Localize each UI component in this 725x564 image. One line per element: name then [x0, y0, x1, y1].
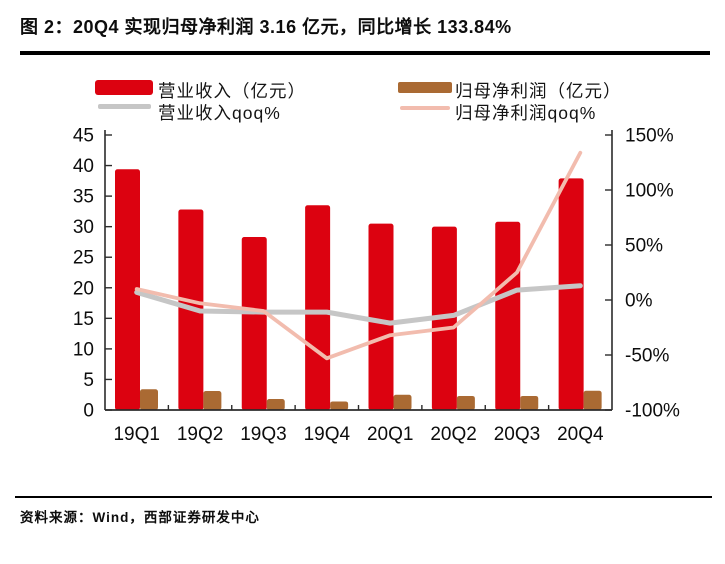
net-profit-bar-legend-label: 归母净利润（亿元） [455, 81, 622, 101]
left-axis-label: 25 [73, 248, 94, 269]
revenue-qoq-line-legend-swatch [98, 104, 151, 109]
right-axis-label: -50% [625, 346, 669, 367]
net-profit-bar-legend-swatch [398, 82, 452, 93]
right-axis-label: 50% [625, 236, 663, 257]
title-divider [20, 51, 710, 55]
net-profit-bar-19Q2 [203, 391, 222, 410]
combo-chart: 0 5 10 15 20 25 30 35 40 45 -100% -50% 0% 50% 100% 150%… [73, 126, 680, 446]
x-axis-label: 20Q4 [557, 424, 604, 445]
net-profit-bar-20Q2 [456, 395, 475, 410]
revenue-qoq-line-legend-label: 营业收入qoq% [158, 103, 281, 123]
revenue-bar-19Q4 [305, 205, 331, 410]
x-axis-label: 20Q2 [430, 424, 476, 445]
revenue-bar-20Q4 [558, 178, 584, 410]
revenue-qoq-line [134, 283, 583, 326]
revenue-bar-19Q3 [241, 237, 267, 410]
x-axis-label: 19Q1 [113, 424, 159, 445]
left-axis-label: 10 [73, 339, 94, 360]
net-profit-qoq-line-legend-label: 归母净利润qoq% [455, 103, 597, 123]
left-axis-label: 30 [73, 217, 94, 238]
revenue-bar-legend-swatch [95, 80, 153, 95]
right-axis-label: -100% [625, 401, 680, 422]
x-axis-label: 19Q3 [240, 424, 286, 445]
left-axis-label: 35 [73, 187, 94, 208]
net-profit-bar-20Q4 [583, 390, 602, 410]
revenue-bar-legend-label: 营业收入（亿元） [158, 81, 306, 101]
revenue-bar-19Q1 [115, 169, 140, 410]
left-axis-label: 15 [73, 309, 94, 330]
figure-title: 图 2：20Q4 实现归母净利润 3.16 亿元，同比增长 133.84% [20, 17, 512, 37]
x-axis-label: 20Q1 [367, 424, 413, 445]
x-axis-label: 19Q4 [304, 424, 351, 445]
left-axis-label: 5 [83, 370, 94, 391]
net-profit-bar-20Q1 [393, 394, 412, 410]
left-axis-label: 20 [73, 278, 94, 299]
revenue-bar-20Q3 [495, 221, 521, 410]
footer-divider [15, 496, 712, 498]
net-profit-bar-20Q3 [520, 395, 539, 410]
left-axis-label: 0 [83, 401, 94, 422]
revenue-bar-20Q1 [368, 223, 394, 410]
net-profit-qoq-line-legend-swatch [400, 106, 450, 110]
left-axis-label: 45 [73, 126, 94, 147]
right-axis-label: 150% [625, 126, 674, 147]
net-profit-bar-19Q1 [140, 389, 158, 410]
x-axis-label: 20Q3 [494, 424, 540, 445]
right-axis-label: 0% [625, 291, 653, 312]
right-axis-label: 100% [625, 181, 674, 202]
net-profit-bar-19Q3 [266, 399, 285, 410]
x-axis-label: 19Q2 [177, 424, 223, 445]
source-note: 资料来源：Wind，西部证券研发中心 [20, 510, 260, 525]
left-axis-label: 40 [73, 156, 94, 177]
net-profit-qoq-line [134, 150, 583, 361]
net-profit-bar-19Q4 [330, 401, 349, 410]
